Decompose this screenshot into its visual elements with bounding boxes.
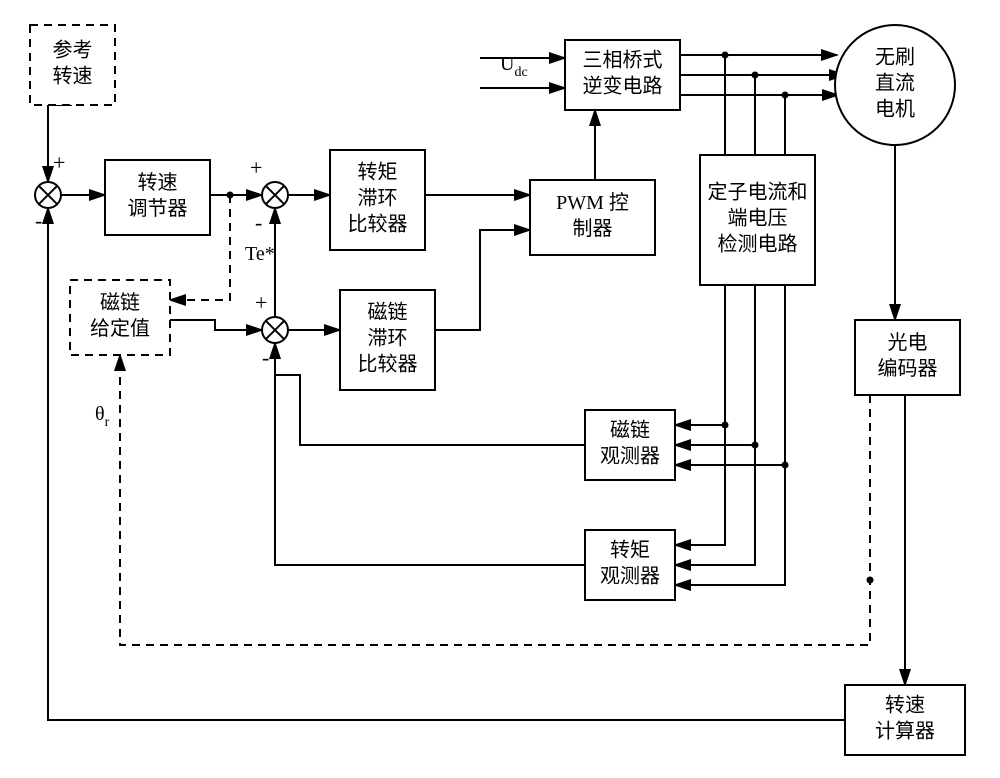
flux_setpt-label-1: 给定值 bbox=[90, 317, 150, 340]
flux_hyst-label-0: 磁链 bbox=[368, 301, 408, 324]
detect-label-1: 端电压 bbox=[728, 207, 788, 230]
connection-17 bbox=[675, 285, 725, 425]
encoder-label-0: 光电 bbox=[888, 331, 928, 354]
connection-19 bbox=[675, 285, 785, 465]
pwm-label-1: 制器 bbox=[573, 217, 613, 240]
junction-28 bbox=[227, 192, 234, 199]
speed_calc-label-0: 转速 bbox=[885, 694, 925, 717]
inverter-label-1: 逆变电路 bbox=[583, 75, 663, 98]
label-theta: θr bbox=[95, 403, 110, 430]
flux_hyst-label-2: 比较器 bbox=[358, 353, 418, 376]
motor-label-2: 电机 bbox=[875, 98, 915, 121]
sign-s3_minus: - bbox=[262, 345, 269, 370]
sign-s2_plus: + bbox=[250, 155, 262, 180]
torque_hyst-label-0: 转矩 bbox=[358, 161, 398, 184]
speed_reg-label-0: 转速 bbox=[138, 171, 178, 194]
connection-27 bbox=[170, 320, 262, 330]
sign-s3_plus: + bbox=[255, 290, 267, 315]
label-Te: Te* bbox=[245, 243, 275, 265]
junction-20 bbox=[722, 422, 729, 429]
flux_obs-label-1: 观测器 bbox=[600, 445, 660, 468]
junction-21 bbox=[752, 442, 759, 449]
junction-22 bbox=[782, 462, 789, 469]
flux_hyst-label-1: 滞环 bbox=[368, 327, 408, 350]
torque_hyst-label-2: 比较器 bbox=[348, 213, 408, 236]
torque_obs-label-0: 转矩 bbox=[610, 539, 650, 562]
torque_hyst-label-1: 滞环 bbox=[358, 187, 398, 210]
speed_reg-label-1: 调节器 bbox=[128, 197, 188, 220]
junction-12 bbox=[752, 72, 759, 79]
junction-29 bbox=[867, 577, 874, 584]
connection-26 bbox=[435, 230, 530, 330]
motor-label-1: 直流 bbox=[875, 72, 915, 95]
inverter-label-0: 三相桥式 bbox=[583, 49, 663, 72]
detect-label-0: 定子电流和 bbox=[708, 181, 808, 204]
connection-22 bbox=[675, 465, 785, 585]
sign-s1_minus: - bbox=[35, 208, 42, 233]
connection-18 bbox=[675, 285, 755, 445]
detect-label-2: 检测电路 bbox=[718, 233, 798, 256]
sign-s1_plus: + bbox=[53, 150, 65, 175]
encoder-label-1: 编码器 bbox=[878, 357, 938, 380]
flux_obs-label-0: 磁链 bbox=[610, 419, 650, 442]
junction-13 bbox=[782, 92, 789, 99]
connection-21 bbox=[675, 445, 755, 565]
connection-20 bbox=[675, 425, 725, 545]
ref_speed-label-1: 转速 bbox=[53, 65, 93, 88]
junction-11 bbox=[722, 52, 729, 59]
flux_setpt-label-0: 磁链 bbox=[100, 291, 140, 314]
ref_speed-label-0: 参考 bbox=[53, 39, 93, 62]
pwm-label-0: PWM 控 bbox=[556, 191, 629, 214]
connection-29 bbox=[120, 355, 870, 645]
speed_calc-label-1: 计算器 bbox=[875, 720, 935, 743]
torque_obs-label-1: 观测器 bbox=[600, 565, 660, 588]
sign-s2_minus: - bbox=[255, 210, 262, 235]
motor-label-0: 无刷 bbox=[875, 46, 915, 69]
